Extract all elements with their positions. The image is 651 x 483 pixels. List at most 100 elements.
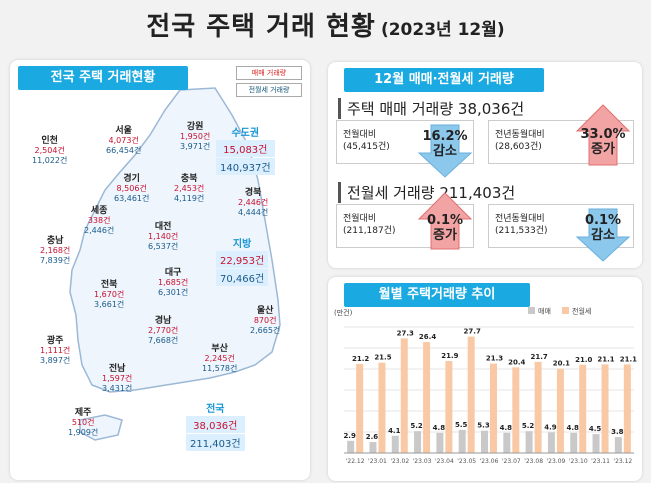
- map-panel-header: 전국 주택 거래현황: [18, 66, 188, 90]
- rent-yoy-base: (211,533건): [495, 226, 548, 236]
- data-label: 20.1: [553, 360, 570, 368]
- region-rent: 63,461건: [114, 194, 150, 203]
- region-name: 세종: [90, 206, 108, 216]
- region-rent: 11,578건: [202, 364, 238, 373]
- data-label: 27.3: [397, 329, 414, 337]
- x-tick-label: '23.01: [368, 458, 387, 465]
- region-rent: 4,444건: [238, 208, 269, 217]
- rent-yoy-value: 0.1%: [584, 213, 622, 228]
- region-gyeongnam: 경남 2,770건 7,668건: [148, 316, 178, 346]
- bar-rent: [423, 342, 431, 453]
- chart-panel: (만건) 매매 전월세 2.9 21.2 '22.12 2.6 21.5 '23.01 4.1 27…: [328, 277, 642, 481]
- region-name: 충남: [46, 236, 64, 246]
- bar-sales: [525, 431, 533, 453]
- data-label: 21.2: [352, 355, 369, 363]
- data-label: 21.3: [486, 355, 503, 363]
- region-sales: 1,685건: [158, 278, 189, 287]
- region-sales: 510건: [71, 418, 95, 427]
- data-label: 4.8: [500, 424, 513, 432]
- summary-header: 12월 매매·전월세 거래량: [344, 68, 544, 92]
- bar-sales: [614, 437, 622, 453]
- region-rent: 3,971건: [180, 142, 211, 151]
- data-label: 4.8: [433, 424, 446, 432]
- chart-header: 월별 주택거래량 추이: [344, 283, 530, 307]
- x-tick-label: '23.11: [591, 458, 610, 465]
- bar-rent: [601, 364, 609, 453]
- region-seoul: 서울 4,073건 66,454건: [106, 126, 141, 156]
- x-tick-label: '23.07: [502, 458, 521, 465]
- sales-yoy-label: 전년동월대비: [495, 130, 545, 140]
- rent-mom-box: 전월대비 (211,187건) 0.1% 증가: [336, 192, 474, 250]
- bar-sales: [369, 442, 377, 453]
- monthly-chart: (만건) 매매 전월세 2.9 21.2 '22.12 2.6 21.5 '23.01 4.1 27…: [334, 307, 637, 466]
- nation-rent: 211,403건: [186, 434, 245, 451]
- legend-rent: 전월세 거래량: [236, 83, 302, 97]
- region-chungbuk: 충북 2,453건 4,119건: [174, 174, 204, 204]
- region-name: 경기: [123, 174, 140, 184]
- x-tick-label: '23.12: [613, 458, 632, 465]
- rent-yoy-box: 전년동월대비 (211,533건) 0.1% 감소: [488, 204, 634, 262]
- region-name: 경남: [154, 316, 172, 326]
- region-daegu: 대구 1,685건 6,301건: [158, 268, 188, 298]
- rent-title: 전월세 거래량 211,403건: [338, 182, 515, 203]
- region-jeju: 제주 510건 1,909건: [68, 408, 98, 438]
- region-sales: 1,597건: [102, 374, 133, 383]
- region-rent: 2,446건: [84, 226, 115, 235]
- region-gyeongbuk: 경북 2,446건 4,444건: [238, 188, 268, 218]
- region-jeonnam: 전남 1,597건 3,431건: [102, 364, 132, 394]
- region-sales: 2,453건: [174, 184, 205, 193]
- region-rent: 7,839건: [40, 256, 71, 265]
- region-sejong: 세종 338건 2,446건: [84, 206, 114, 236]
- region-gwangju: 광주 1,111건 3,897건: [40, 336, 70, 366]
- down-arrow: [417, 124, 473, 178]
- nation-block: 전국 38,036건 211,403건: [186, 400, 245, 451]
- up-arrow: [417, 192, 473, 250]
- rent-mom-base: (211,187건): [343, 226, 396, 236]
- summary-panel: 12월 매매·전월세 거래량 주택 매매 거래량 38,036건 전월대비 (4…: [328, 62, 642, 268]
- data-label: 3.8: [611, 428, 624, 436]
- sales-mom-label: 전월대비: [343, 130, 377, 140]
- data-label: 4.1: [388, 427, 401, 435]
- region-sales: 2,504건: [34, 146, 65, 155]
- rent-mom-dir: 증가: [433, 228, 457, 243]
- data-label: 21.1: [597, 355, 614, 363]
- provinces-rent: 70,466건: [216, 269, 269, 286]
- title-bar: 전국 주택 거래 현황 (2023년 12월): [0, 0, 651, 54]
- region-name: 서울: [115, 126, 132, 136]
- capital-name: 수도권: [231, 128, 260, 139]
- rent-yoy-label: 전년동월대비: [495, 214, 545, 224]
- map-jeju: [79, 414, 123, 441]
- rent-mom-value: 0.1%: [426, 213, 464, 228]
- bar-rent: [467, 336, 475, 453]
- region-sales: 870건: [253, 316, 277, 325]
- down-arrow: [575, 208, 631, 262]
- bar-sales: [347, 440, 355, 453]
- sales-mom-dir: 감소: [433, 144, 457, 159]
- data-label: 21.7: [530, 353, 547, 361]
- region-name: 인천: [41, 136, 58, 146]
- rent-yoy-dir: 감소: [591, 228, 615, 243]
- region-sales: 1,111건: [40, 346, 71, 355]
- region-sales: 2,770건: [148, 326, 179, 335]
- region-name: 전북: [100, 280, 118, 290]
- data-label: 21.9: [441, 352, 458, 360]
- data-label: 5.2: [522, 422, 535, 430]
- bar-sales: [414, 431, 422, 453]
- region-sales: 8,506건: [116, 184, 147, 193]
- map-panel: 전국 주택 거래현황 매매 거래량 전월세 거래량 서울 4,073건 66,454…: [10, 60, 310, 480]
- region-rent: 6,537건: [148, 242, 179, 251]
- region-sales: 2,168건: [40, 246, 71, 255]
- region-rent: 7,668건: [148, 336, 179, 345]
- bar-rent: [400, 338, 408, 453]
- x-tick-label: '23.10: [569, 458, 588, 465]
- bar-rent: [623, 364, 631, 453]
- map-legend: 매매 거래량 전월세 거래량: [236, 66, 302, 97]
- data-label: 21.0: [575, 356, 592, 364]
- bar-rent: [445, 361, 453, 453]
- capital-rent: 140,937건: [216, 158, 275, 175]
- x-tick-label: '23.02: [390, 458, 409, 465]
- unit-label: (만건): [334, 308, 353, 317]
- region-busan: 부산 2,245건 11,578건: [202, 344, 237, 374]
- region-daejeon: 대전 1,140건 6,537건: [148, 222, 178, 252]
- sales-yoy-value: 33.0%: [580, 127, 626, 142]
